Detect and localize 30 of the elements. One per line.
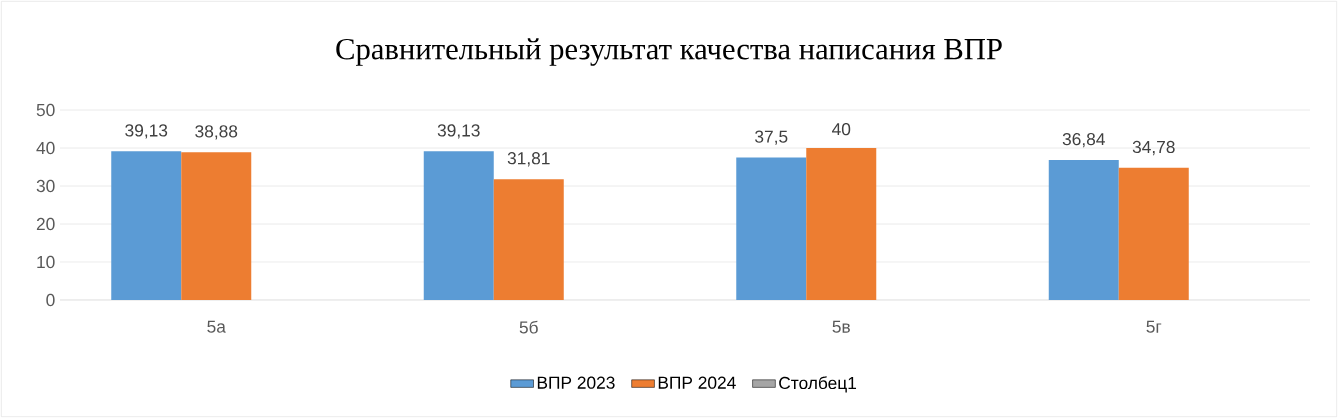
y-tick-label: 40 <box>36 141 55 155</box>
y-tick-label: 50 <box>36 103 55 117</box>
y-tick-label: 0 <box>46 293 55 307</box>
bar <box>1048 160 1119 300</box>
data-label: 34,78 <box>1132 140 1175 156</box>
y-tick-label: 20 <box>36 217 55 231</box>
legend-label: Столбец1 <box>779 376 857 393</box>
y-tick-label: 10 <box>37 255 55 269</box>
data-label: 39,13 <box>125 124 168 139</box>
bar <box>111 151 182 300</box>
bar <box>181 152 252 300</box>
data-label: 37,5 <box>755 130 788 145</box>
data-label: 40 <box>832 123 851 136</box>
data-label: 36,84 <box>1062 132 1105 148</box>
x-tick-label: 5б <box>519 320 538 334</box>
legend-label: ВПР 2023 <box>537 376 615 389</box>
y-tick-label: 30 <box>36 179 55 193</box>
data-label: 31,81 <box>507 152 550 167</box>
legend-label: ВПР 2024 <box>658 376 736 389</box>
bar <box>736 157 807 300</box>
x-tick-label: 5а <box>207 320 226 333</box>
bar <box>493 179 564 300</box>
x-tick-label: 5в <box>832 320 850 333</box>
bar <box>806 148 877 300</box>
data-label: 38,88 <box>195 125 238 140</box>
bar <box>423 151 494 300</box>
data-label: 39,13 <box>437 124 480 139</box>
chart-title: Сравнительный результат качества написания ВПР <box>336 38 1002 66</box>
x-tick-label: 5г <box>1146 320 1162 333</box>
bar <box>1118 167 1189 300</box>
